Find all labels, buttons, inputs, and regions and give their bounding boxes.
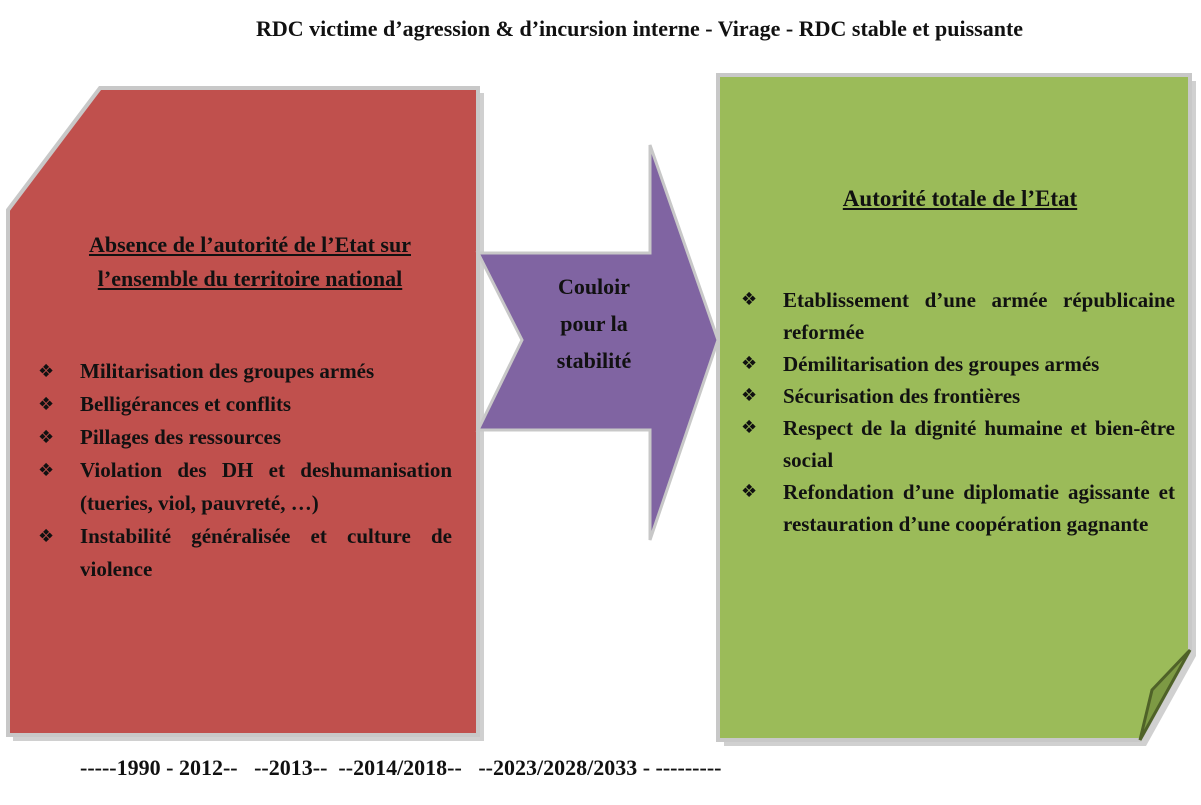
left-heading: Absence de l’autorité de l’Etat sur l’en… — [88, 232, 411, 291]
bullet-item: Démilitarisation des groupes armés — [741, 348, 1175, 380]
arrow — [475, 144, 720, 541]
bullet-item: Violation des DH et deshumanisation (tue… — [38, 454, 452, 520]
title: RDC victime d’agression & d’incursion in… — [255, 16, 1024, 41]
bullet-item: Pillages des ressources — [38, 421, 452, 454]
bullet-item: Sécurisation des frontières — [741, 380, 1175, 412]
bullet-item: Instabilité généralisée et culture de vi… — [38, 520, 452, 586]
left-list: Militarisation des groupes armésBelligér… — [38, 355, 452, 586]
bullet-item: Militarisation des groupes armés — [38, 355, 452, 388]
bullet-item: Respect de la dignité humaine et bien-êt… — [741, 412, 1175, 476]
timeline: -----1990 - 2012-- --2013-- --2014/2018-… — [80, 755, 722, 780]
right-heading: Autorité totale de l’Etat — [842, 186, 1078, 211]
bullet-item: Etablissement d’une armée républicaine r… — [741, 284, 1175, 348]
bullet-item: Belligérances et conflits — [38, 388, 452, 421]
page-curl — [1138, 648, 1192, 741]
right-list: Etablissement d’une armée républicaine r… — [741, 284, 1175, 540]
bullet-item: Refondation d’une diplomatie agissante e… — [741, 476, 1175, 540]
arrow-label: Couloir pour la stabilité — [556, 274, 632, 373]
